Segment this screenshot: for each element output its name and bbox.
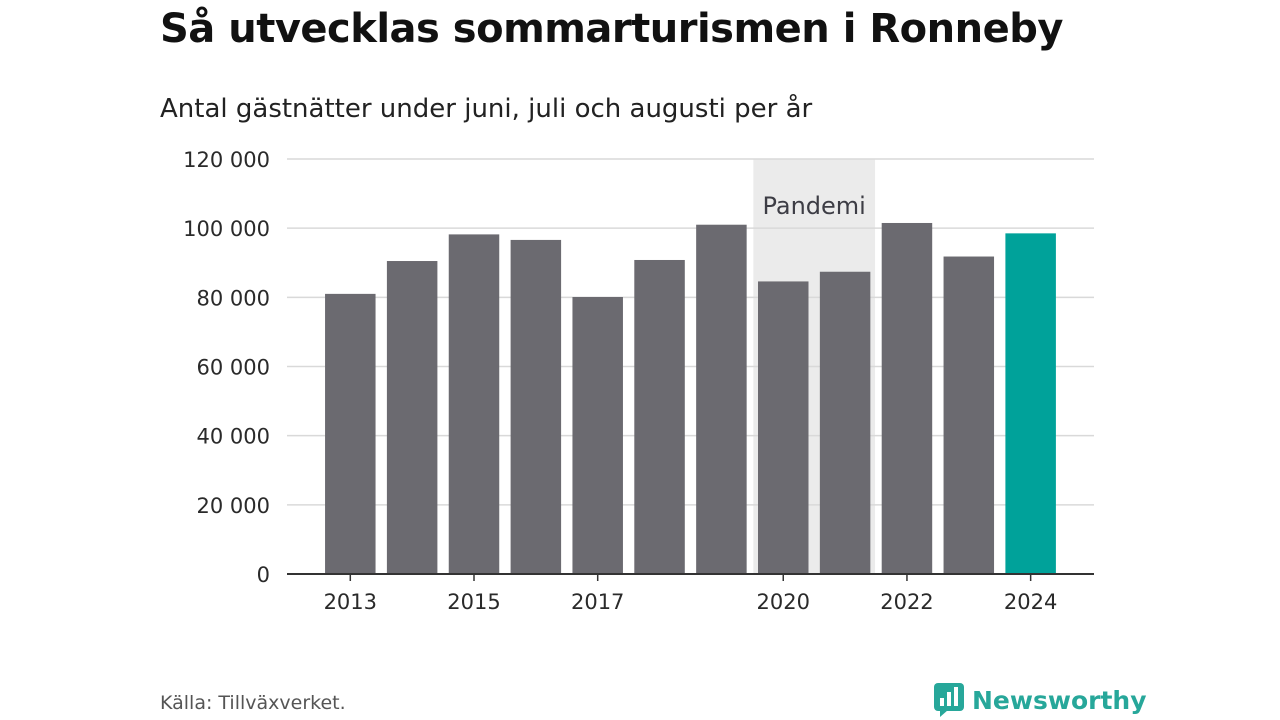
x-tick-label: 2024 (1004, 590, 1057, 614)
bar-chart-bubble-icon (934, 683, 964, 717)
x-tick-label: 2015 (447, 590, 500, 614)
bar-2023 (943, 256, 995, 574)
x-tick-label: 2013 (324, 590, 377, 614)
y-tick-label: 20 000 (197, 494, 270, 518)
y-tick-label: 40 000 (197, 425, 270, 449)
y-tick-label: 120 000 (183, 148, 270, 172)
bar-2021 (819, 271, 871, 574)
bar-2024 (1005, 233, 1056, 574)
x-tick-label: 2022 (880, 590, 933, 614)
bar-2018 (634, 259, 685, 574)
bar-2020 (758, 281, 809, 574)
chart-subtitle: Antal gästnätter under juni, juli och au… (160, 94, 813, 124)
bar-2017 (572, 296, 623, 574)
bar-2016 (510, 239, 562, 575)
y-tick-label: 60 000 (197, 356, 270, 380)
y-tick-label: 80 000 (197, 286, 270, 310)
bar-chart: Pandemi 0 20 000 40 000 60 000 80 000 100 000 1… (183, 148, 1094, 614)
x-tick-label: 2017 (571, 590, 624, 614)
source-note: Källa: Tillväxverket. (160, 692, 346, 714)
bar-2014 (386, 261, 438, 574)
chart-title: Så utvecklas sommarturismen i Ronneby (160, 6, 1063, 52)
brand-name: Newsworthy (972, 685, 1147, 715)
y-tick-label: 100 000 (183, 217, 270, 241)
brand-logo: Newsworthy (934, 683, 1147, 717)
bar-2019 (696, 224, 747, 575)
bar-2013 (325, 293, 376, 574)
bar-2022 (881, 222, 933, 574)
x-tick-label: 2020 (757, 590, 810, 614)
annotation-label: Pandemi (762, 192, 865, 220)
bar-2015 (448, 234, 500, 574)
y-tick-label: 0 (257, 563, 270, 587)
